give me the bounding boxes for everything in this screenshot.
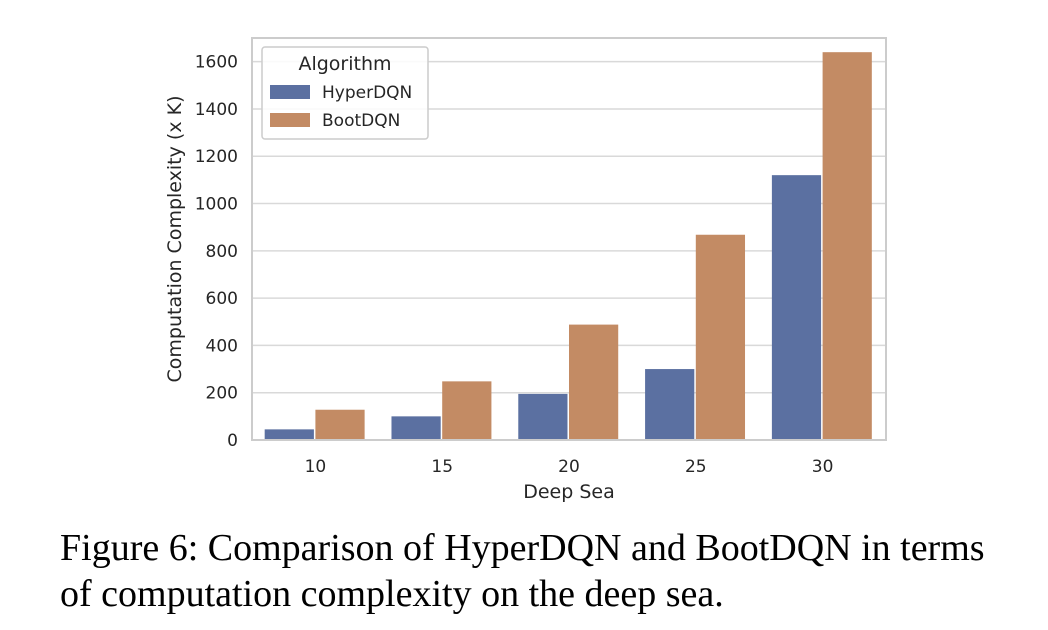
- bar-bootdqn-10: [315, 409, 365, 440]
- y-tick-label: 1200: [195, 147, 238, 167]
- legend-label-hyperdqn: HyperDQN: [322, 83, 412, 103]
- y-tick-label: 800: [206, 242, 238, 262]
- y-axis-ticks: 0 200 400 600 800 1000 1200 1400 1600: [195, 53, 238, 451]
- y-tick-label: 1600: [195, 53, 238, 73]
- legend-swatch-bootdqn: [270, 113, 310, 127]
- bar-bootdqn-30: [822, 52, 872, 441]
- legend: Algorithm HyperDQN BootDQN: [261, 46, 429, 140]
- legend-label-bootdqn: BootDQN: [322, 111, 400, 131]
- legend-swatch-hyperdqn: [270, 85, 310, 99]
- x-tick-label: 25: [685, 457, 707, 477]
- bar-bootdqn-25: [695, 234, 746, 440]
- x-tick-label: 30: [812, 457, 834, 477]
- grid-lines: [252, 60, 886, 441]
- legend-title: Algorithm: [298, 53, 391, 75]
- x-tick-label: 15: [431, 457, 453, 477]
- bar-hyperdqn-25: [645, 369, 695, 440]
- y-tick-label: 200: [206, 384, 238, 404]
- figure-caption: Figure 6: Comparison of HyperDQN and Boo…: [60, 527, 985, 615]
- bars: [264, 52, 872, 441]
- bar-hyperdqn-10: [264, 429, 314, 440]
- bar-chart: 0 200 400 600 800 1000 1200 1400 1600 10 15 20 25 30…: [164, 37, 887, 503]
- y-tick-label: 1000: [195, 195, 238, 215]
- y-tick-label: 600: [206, 289, 238, 309]
- bar-hyperdqn-15: [391, 416, 441, 440]
- y-tick-label: 400: [206, 336, 238, 356]
- bar-hyperdqn-30: [771, 175, 822, 440]
- y-tick-label: 1400: [195, 100, 238, 120]
- y-axis-title: Computation Complexity (x K): [164, 96, 186, 383]
- legend-items: HyperDQN BootDQN: [270, 83, 412, 131]
- x-axis-ticks: 10 15 20 25 30: [305, 457, 834, 477]
- x-tick-label: 20: [558, 457, 580, 477]
- x-axis-title: Deep Sea: [523, 481, 615, 503]
- bar-bootdqn-20: [569, 324, 619, 440]
- y-tick-label: 0: [227, 431, 238, 451]
- plot-frame: [251, 37, 887, 441]
- x-tick-label: 10: [305, 457, 327, 477]
- bar-hyperdqn-20: [518, 393, 568, 440]
- bar-bootdqn-15: [442, 381, 492, 440]
